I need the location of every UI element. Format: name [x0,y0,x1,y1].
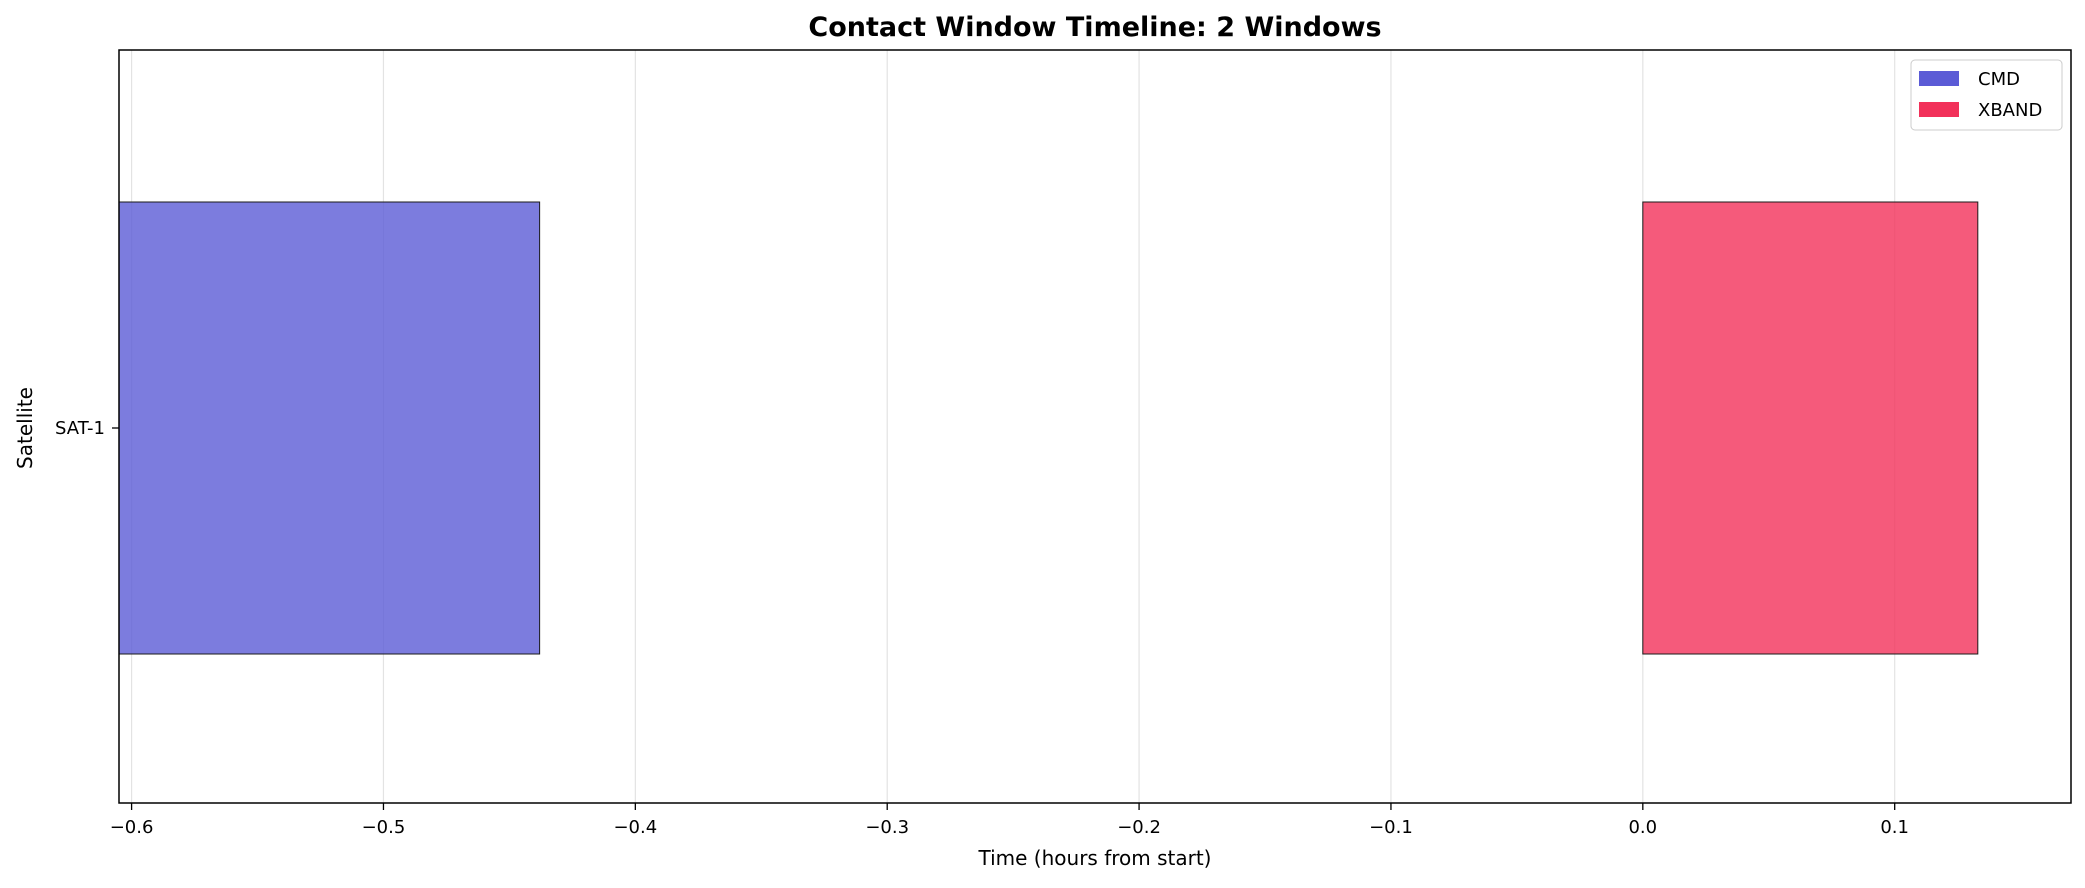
x-axis-label: Time (hours from start) [978,846,1212,870]
x-tick-label: −0.5 [362,817,406,838]
legend-swatch-cmd [1919,71,1959,86]
x-tick-label: −0.3 [865,817,909,838]
x-tick-label: 0.1 [1880,817,1909,838]
y-axis-label: Satellite [13,387,37,469]
x-tick-label: −0.1 [1369,817,1413,838]
x-tick-label: −0.4 [613,817,657,838]
x-tick-label: −0.2 [1117,817,1161,838]
x-axis-ticks: −0.6 −0.5 −0.4 −0.3 −0.2 −0.1 0.0 0.1 [110,803,1909,838]
bar-xband [1642,201,1979,655]
grid [130,50,1896,803]
chart-title: Contact Window Timeline: 2 Windows [808,12,1381,43]
plot-frame [118,49,2072,804]
y-axis-ticks: SAT-1 [55,418,119,439]
legend: CMD XBAND [1910,59,2063,131]
legend-label-cmd: CMD [1978,69,2020,90]
bars [118,201,1979,655]
x-tick-label: 0.0 [1628,817,1657,838]
bar-cmd [118,201,541,655]
y-tick-label: SAT-1 [55,418,105,439]
legend-label-xband: XBAND [1978,100,2042,121]
x-tick-label: −0.6 [110,817,154,838]
legend-swatch-xband [1919,102,1959,117]
